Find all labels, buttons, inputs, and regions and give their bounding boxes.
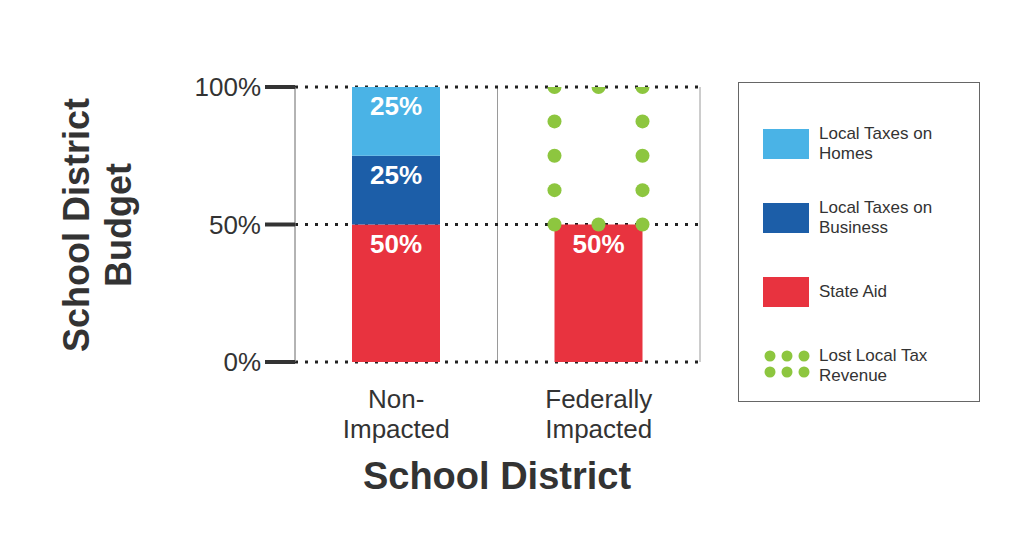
svg-text:0%: 0% bbox=[223, 347, 261, 377]
html-text:School District: School District bbox=[362, 455, 632, 497]
svg-text:Non-Impacted: Non-Impacted bbox=[343, 384, 450, 444]
svg-text:50%: 50% bbox=[370, 229, 422, 259]
svg-text:100%: 100% bbox=[195, 72, 262, 102]
html-text:Local Taxes on Business: Local Taxes on Business bbox=[819, 198, 933, 237]
svg-text:50%: 50% bbox=[209, 210, 261, 240]
svg-text:FederallyImpacted: FederallyImpacted bbox=[545, 384, 652, 444]
svg-text:25%: 25% bbox=[370, 91, 422, 121]
html-text:State Aid: State Aid bbox=[819, 282, 888, 301]
html-text:School District Budget: School District Budget bbox=[56, 98, 139, 352]
html-text:Lost Local Tax Revenue: Lost Local Tax Revenue bbox=[819, 346, 928, 385]
svg-text:25%: 25% bbox=[370, 160, 422, 190]
svg-text:50%: 50% bbox=[572, 229, 624, 259]
html-text:Local Taxes on Homes: Local Taxes on Homes bbox=[819, 124, 933, 163]
